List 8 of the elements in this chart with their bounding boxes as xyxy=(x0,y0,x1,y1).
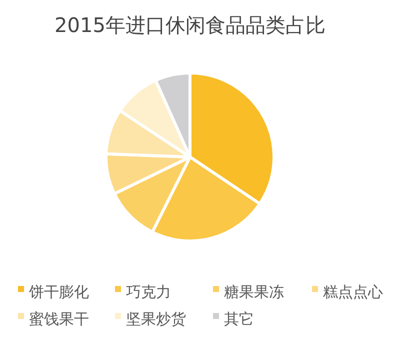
legend-label: 糖果果冻 xyxy=(224,283,284,302)
legend-label: 饼干膨化 xyxy=(28,283,89,302)
legend-label: 蜜饯果干 xyxy=(29,310,89,328)
legend-label: 糕点点心 xyxy=(323,283,383,302)
chart-title: 2015年进口休闲食品品类占比 xyxy=(54,13,326,37)
legend-label: 坚果炒货 xyxy=(126,310,186,328)
legend-label: 其它 xyxy=(224,310,254,328)
legend-label: 巧克力 xyxy=(126,283,171,302)
